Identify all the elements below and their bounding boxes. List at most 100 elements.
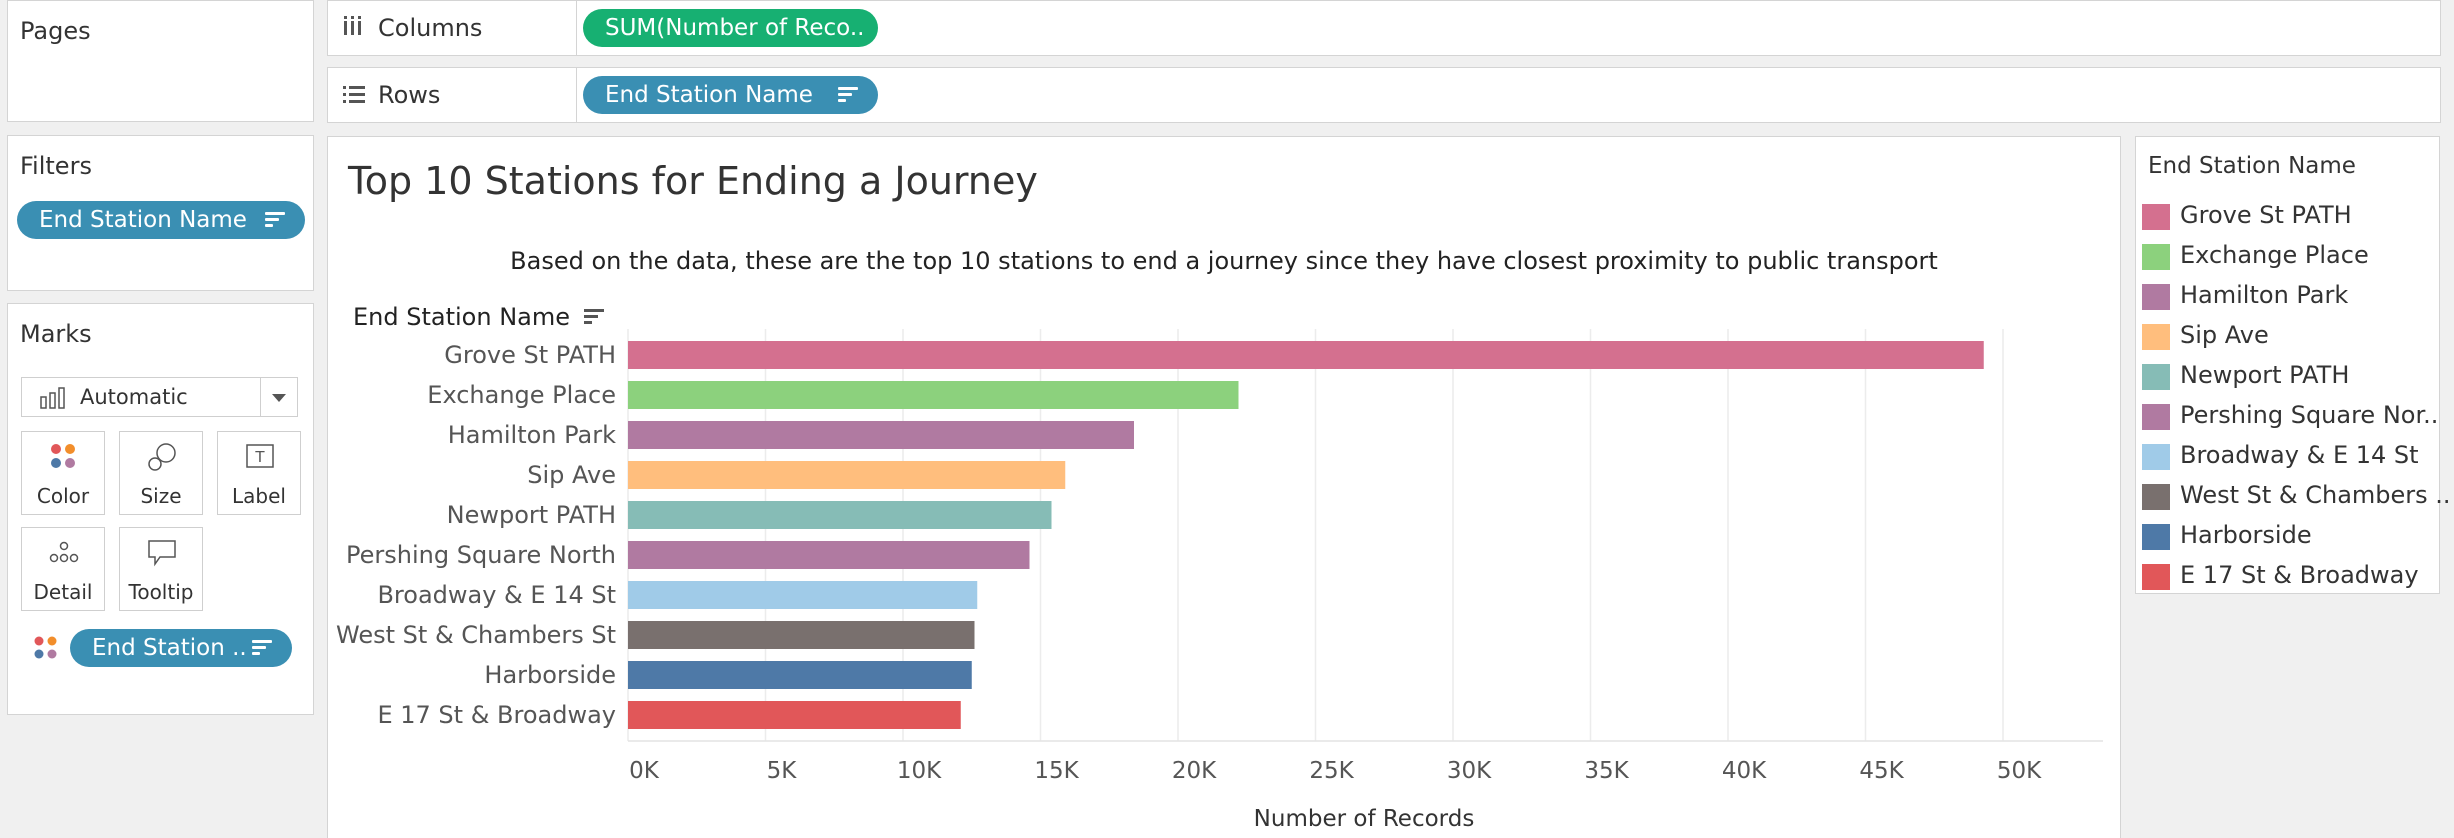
category-label: West St & Chambers St: [336, 621, 616, 649]
legend-swatch: [2142, 524, 2170, 550]
category-label: E 17 St & Broadway: [377, 701, 616, 729]
filters-card: Filters End Station Name: [7, 135, 314, 291]
marks-color-pill[interactable]: End Station ..: [70, 629, 292, 667]
bar[interactable]: [628, 621, 975, 649]
bar[interactable]: [628, 661, 972, 689]
bar[interactable]: [628, 701, 961, 729]
columns-icon: [342, 15, 364, 37]
x-axis-title: Number of Records: [1254, 806, 1475, 832]
legend-swatch: [2142, 564, 2170, 590]
filters-title: Filters: [20, 152, 92, 180]
legend-swatch: [2142, 444, 2170, 470]
x-tick-label: 30K: [1447, 758, 1492, 784]
rows-pill-label: End Station Name: [605, 82, 813, 108]
color-card[interactable]: Color: [21, 431, 105, 515]
category-label: Broadway & E 14 St: [377, 581, 616, 609]
size-card[interactable]: Size: [119, 431, 203, 515]
category-label: Sip Ave: [527, 461, 616, 489]
rows-dimension-pill[interactable]: End Station Name: [583, 76, 878, 114]
bar[interactable]: [628, 461, 1066, 489]
mark-type-select[interactable]: Automatic: [21, 377, 298, 417]
legend-item[interactable]: Grove St PATH: [2136, 195, 2436, 235]
legend-label: Pershing Square Nor..: [2180, 401, 2439, 429]
legend-label: Exchange Place: [2180, 241, 2369, 269]
legend-swatch: [2142, 484, 2170, 510]
detail-card[interactable]: Detail: [21, 527, 105, 611]
bar[interactable]: [628, 381, 1239, 409]
sort-descending-icon[interactable]: [252, 640, 272, 656]
tooltip-card[interactable]: Tooltip: [119, 527, 203, 611]
legend-item[interactable]: Sip Ave: [2136, 315, 2436, 355]
sort-descending-icon[interactable]: [265, 212, 285, 228]
legend-item[interactable]: West St & Chambers ..: [2136, 475, 2451, 515]
legend-swatch: [2142, 364, 2170, 390]
size-card-label: Size: [140, 484, 182, 508]
x-tick-label: 25K: [1309, 758, 1354, 784]
legend-item[interactable]: Exchange Place: [2136, 235, 2436, 275]
color-dots-icon: [51, 444, 75, 468]
color-card-label: Color: [36, 484, 90, 508]
label-card-label: Label: [232, 484, 286, 508]
legend-title: End Station Name: [2148, 153, 2356, 179]
label-card[interactable]: T Label: [217, 431, 301, 515]
legend-label: Newport PATH: [2180, 361, 2350, 389]
chevron-down-icon[interactable]: [272, 394, 286, 402]
marks-title: Marks: [20, 320, 92, 348]
sort-descending-icon[interactable]: [583, 302, 604, 330]
category-label: Exchange Place: [427, 381, 616, 409]
bar[interactable]: [628, 541, 1030, 569]
legend-label: Harborside: [2180, 521, 2312, 549]
svg-text:T: T: [254, 448, 265, 466]
legend-item[interactable]: Pershing Square Nor..: [2136, 395, 2439, 435]
marks-card: Marks Automatic Color Size T L: [7, 303, 314, 715]
marks-pill-label: End Station ..: [92, 635, 247, 661]
x-tick-label: 15K: [1034, 758, 1079, 784]
detail-dots-icon: [49, 541, 79, 563]
sort-descending-icon[interactable]: [838, 87, 858, 103]
category-label: Grove St PATH: [444, 341, 616, 369]
rows-icon: [342, 84, 366, 106]
columns-pill-label: SUM(Number of Reco..: [605, 15, 865, 41]
rows-shelf[interactable]: Rows End Station Name: [327, 67, 2441, 123]
shelf-divider: [576, 1, 577, 55]
x-tick-label: 40K: [1722, 758, 1767, 784]
legend-item[interactable]: Broadway & E 14 St: [2136, 435, 2436, 475]
columns-measure-pill[interactable]: SUM(Number of Reco..: [583, 9, 878, 47]
legend-item[interactable]: Harborside: [2136, 515, 2436, 555]
size-icon: [148, 443, 176, 471]
columns-shelf[interactable]: Columns SUM(Number of Reco..: [327, 0, 2441, 56]
legend-swatch: [2142, 284, 2170, 310]
rows-label: Rows: [378, 81, 441, 109]
tooltip-card-label: Tooltip: [128, 580, 194, 604]
category-label: Newport PATH: [447, 501, 616, 529]
columns-label: Columns: [378, 14, 483, 42]
legend-label: Broadway & E 14 St: [2180, 441, 2419, 469]
legend-label: Sip Ave: [2180, 321, 2269, 349]
pages-label: Pages: [20, 17, 91, 45]
legend-label: E 17 St & Broadway: [2180, 561, 2419, 589]
bar[interactable]: [628, 421, 1134, 449]
filter-pill[interactable]: End Station Name: [17, 201, 305, 239]
row-header[interactable]: End Station Name: [353, 303, 604, 331]
legend-swatch: [2142, 204, 2170, 230]
legend-swatch: [2142, 324, 2170, 350]
chart-view: Top 10 Stations for Ending a Journey Bas…: [327, 136, 2121, 838]
legend-swatch: [2142, 404, 2170, 430]
pages-shelf[interactable]: Pages: [7, 0, 314, 122]
dropdown-divider: [260, 378, 261, 416]
bar[interactable]: [628, 501, 1052, 529]
bar[interactable]: [628, 581, 978, 609]
legend-item[interactable]: Hamilton Park: [2136, 275, 2436, 315]
category-label: Pershing Square North: [346, 541, 616, 569]
tooltip-icon: [148, 540, 176, 567]
bar[interactable]: [628, 341, 1984, 369]
legend-item[interactable]: E 17 St & Broadway: [2136, 555, 2436, 595]
x-tick-label: 35K: [1584, 758, 1629, 784]
bar-chart: Grove St PATH Exchange Place Hamilton Park…: [336, 329, 2103, 832]
legend-swatch: [2142, 244, 2170, 270]
text-label-icon: T: [246, 444, 274, 468]
x-tick-label: 5K: [767, 758, 798, 784]
filter-pill-label: End Station Name: [39, 207, 247, 233]
legend-item[interactable]: Newport PATH: [2136, 355, 2436, 395]
color-legend: End Station Name Grove St PATH Exchange P…: [2135, 136, 2451, 595]
